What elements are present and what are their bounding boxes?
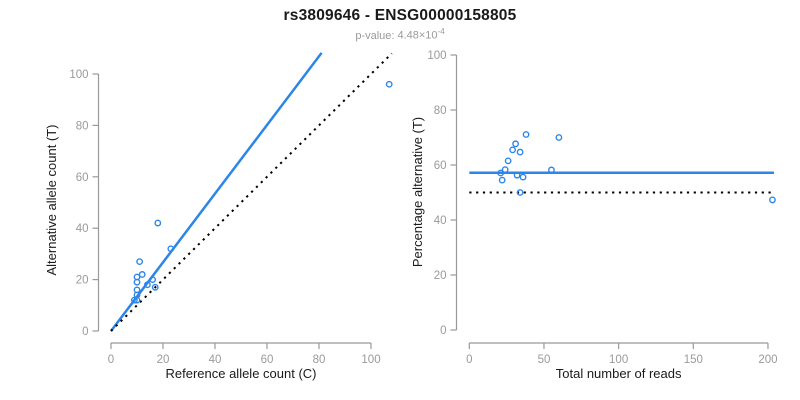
data-point	[498, 176, 506, 184]
x-tick-label: 100	[609, 354, 628, 366]
data-point	[509, 146, 517, 154]
data-point	[522, 131, 530, 138]
x-tick-label: 50	[538, 354, 551, 366]
x-tick-label: 80	[313, 354, 326, 366]
data-point	[548, 166, 555, 174]
y-axis-title: Alternative allele count (T)	[44, 124, 59, 275]
x-tick-label: 200	[758, 354, 777, 366]
data-point	[555, 134, 563, 141]
y-tick-label: 80	[434, 105, 447, 117]
plot-title: rs3809646 - ENSG00000158805	[283, 7, 517, 24]
data-point	[516, 189, 524, 196]
y-tick-label: 60	[434, 160, 447, 172]
data-point	[385, 80, 393, 88]
data-point	[130, 296, 138, 304]
data-point	[769, 196, 776, 204]
data-point	[501, 166, 509, 174]
p-value-times-base: ×10	[418, 29, 438, 42]
x-tick-label: 150	[684, 354, 703, 366]
data-point	[136, 258, 144, 266]
data-point	[519, 173, 527, 181]
left-panel: 0 20 40 60 80 100 0 20 40 60 80 100 Reference allele…	[44, 52, 393, 381]
x-tick-label: 20	[157, 354, 170, 366]
data-point	[167, 245, 175, 253]
right-panel: 0 20 40 60 80 100 0 50 100 150 200 Total number of …	[410, 50, 778, 381]
y-tick-label: 0	[82, 326, 88, 338]
data-point	[151, 283, 159, 291]
x-axis-title: Total number of reads	[556, 366, 682, 381]
y-tick-label: 100	[69, 69, 88, 81]
data-point	[497, 169, 505, 177]
y-tick-label: 60	[76, 172, 89, 184]
x-axis-title: Reference allele count (C)	[165, 366, 316, 381]
data-point	[154, 219, 162, 227]
x-tick-label: 0	[108, 354, 114, 366]
data-point	[512, 140, 519, 148]
y-tick-label: 40	[76, 223, 89, 235]
data-point	[504, 157, 512, 165]
y-axis-title: Percentage alternative (T)	[410, 117, 425, 267]
y-tick-label: 80	[76, 120, 89, 132]
p-value-label: p-value:	[355, 29, 395, 42]
data-point	[143, 281, 151, 289]
x-tick-label: 40	[209, 354, 222, 366]
y-tick-label: 20	[434, 270, 447, 282]
y-tick-label: 40	[434, 215, 447, 227]
data-point	[513, 171, 521, 179]
data-point	[149, 276, 157, 283]
plot-subtitle: p-value: 4.48×10-4	[0, 27, 800, 42]
data-point	[516, 148, 524, 156]
y-tick-label: 100	[427, 50, 446, 62]
data-point	[133, 296, 141, 304]
p-value-exponent: -4	[437, 27, 445, 36]
p-value-mantissa: 4.48	[397, 29, 419, 42]
data-point	[138, 271, 146, 278]
fitted-ratio-line	[110, 52, 323, 332]
identity-line	[110, 52, 393, 332]
x-tick-label: 0	[466, 354, 472, 366]
data-point	[133, 278, 141, 286]
x-tick-label: 60	[261, 354, 274, 366]
y-tick-label: 0	[440, 325, 446, 337]
x-tick-label: 100	[361, 354, 380, 366]
y-tick-label: 20	[76, 275, 89, 287]
